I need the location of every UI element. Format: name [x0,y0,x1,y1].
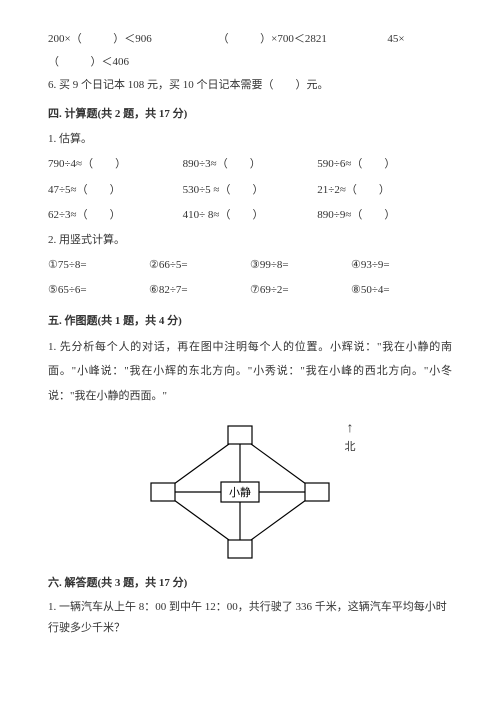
north-arrow-icon: ↑ [347,422,354,436]
text: 45× [387,33,404,45]
section-5-q1: 1. 先分析每个人的对话，再在图中注明每个人的位置。小辉说："我在小静的南面。"… [48,335,452,408]
section-6-title: 六. 解答题(共 3 题，共 17 分) [48,572,452,595]
text: ）＜406 [91,56,130,68]
est-cell: 530÷5 ≈（ ） [183,179,318,202]
calc-cell: ⑧50÷4= [351,279,452,302]
text: 200×（ [48,33,82,45]
text: ）×700＜2821 [260,33,327,45]
fill-blank-row-1: 200×（ ）＜906 （ ）×700＜2821 45× [48,28,452,51]
est-cell: 21÷2≈（ ） [317,179,452,202]
calc-cell: ④93÷9= [351,254,452,277]
estimation-grid: 790÷4≈（ ） 890÷3≈（ ） 590÷6≈（ ） 47÷5≈（ ） 5… [48,153,452,228]
est-cell: 410÷ 8≈（ ） [183,204,318,227]
section-4-q2: 2. 用竖式计算。 [48,229,452,252]
est-cell: 590÷6≈（ ） [317,153,452,176]
center-label: 小静 [229,485,251,499]
text: （ [218,33,229,45]
calc-cell: ⑥82÷7= [149,279,250,302]
question-6: 6. 买 9 个日记本 108 元，买 10 个日记本需要（ ）元。 [48,74,452,97]
text: ）＜906 [113,33,152,45]
text: （ [48,56,59,68]
north-label: 北 [345,436,356,459]
calc-cell: ⑦69÷2= [250,279,351,302]
calc-cell: ②66÷5= [149,254,250,277]
section-5-title: 五. 作图题(共 1 题，共 4 分) [48,310,452,333]
diagram-container: 小静 ↑ 北 [48,422,452,562]
section-4-q1: 1. 估算。 [48,128,452,151]
est-cell: 790÷4≈（ ） [48,153,183,176]
calc-cell: ①75÷8= [48,254,149,277]
est-cell: 890÷9≈（ ） [317,204,452,227]
est-cell: 890÷3≈（ ） [183,153,318,176]
est-cell: 47÷5≈（ ） [48,179,183,202]
calc-cell: ③99÷8= [250,254,351,277]
section-6-q1: 1. 一辆汽车从上午 8：00 到中午 12：00，共行驶了 336 千米，这辆… [48,597,452,639]
position-diagram: 小静 [145,422,335,562]
fill-blank-row-2: （ ）＜406 [48,51,452,74]
calc-cell: ⑤65÷6= [48,279,149,302]
section-4-title: 四. 计算题(共 2 题，共 17 分) [48,103,452,126]
est-cell: 62÷3≈（ ） [48,204,183,227]
north-indicator: ↑ 北 [345,422,356,459]
calc-grid: ①75÷8= ②66÷5= ③99÷8= ④93÷9= ⑤65÷6= ⑥82÷7… [48,254,452,304]
